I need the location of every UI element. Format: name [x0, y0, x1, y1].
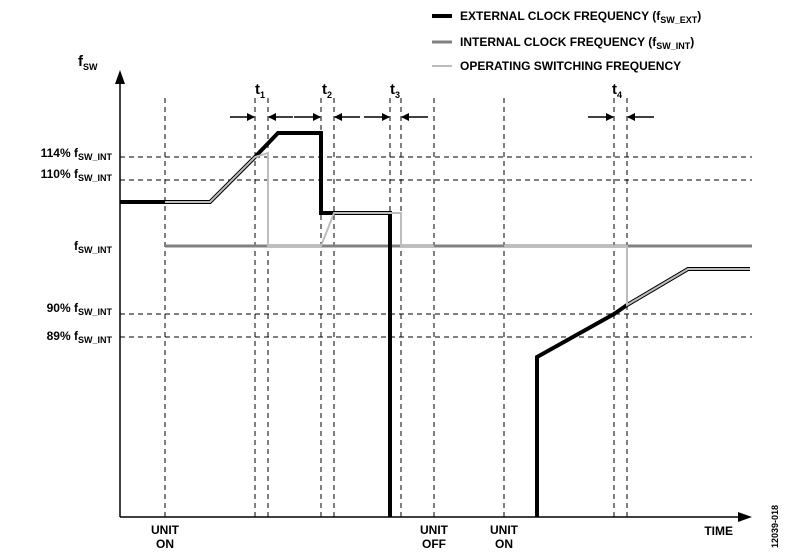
event-unit-off-line1: UNIT — [420, 523, 449, 537]
y-axis-arrowhead — [115, 70, 125, 84]
event-unit-on-1-line2: ON — [156, 537, 174, 551]
event-unit-on-2-line1: UNIT — [490, 523, 519, 537]
legend-label-external: EXTERNAL CLOCK FREQUENCY (fSW_EXT) — [460, 9, 701, 25]
x-axis-arrowhead — [738, 512, 752, 522]
legend-label-internal: INTERNAL CLOCK FREQUENCY (fSW_INT) — [460, 35, 694, 51]
operating-frequency-trace-2 — [504, 245, 750, 307]
t3-label: t3 — [390, 81, 400, 100]
external-clock-trace-2 — [535, 267, 750, 517]
level-label-90: 90% fSW_INT — [47, 301, 113, 317]
event-unit-on-2-line2: ON — [495, 537, 513, 551]
x-axis-label: TIME — [704, 524, 733, 538]
level-label-110: 110% fSW_INT — [41, 167, 113, 183]
legend-label-operating: OPERATING SWITCHING FREQUENCY — [460, 59, 681, 73]
event-unit-on-1-line1: UNIT — [151, 523, 180, 537]
figure-id: 12039-018 — [770, 505, 780, 548]
level-label-114: 114% fSW_INT — [41, 146, 113, 162]
t4-label: t4 — [612, 81, 622, 100]
operating-frequency-trace-1 — [165, 151, 434, 247]
y-axis-label: fSW — [78, 53, 98, 72]
t1-label: t1 — [255, 81, 265, 100]
t2-label: t2 — [322, 81, 332, 100]
level-label-nominal: fSW_INT — [74, 239, 113, 255]
event-unit-off-line2: OFF — [422, 537, 446, 551]
level-label-89: 89% fSW_INT — [47, 329, 113, 345]
